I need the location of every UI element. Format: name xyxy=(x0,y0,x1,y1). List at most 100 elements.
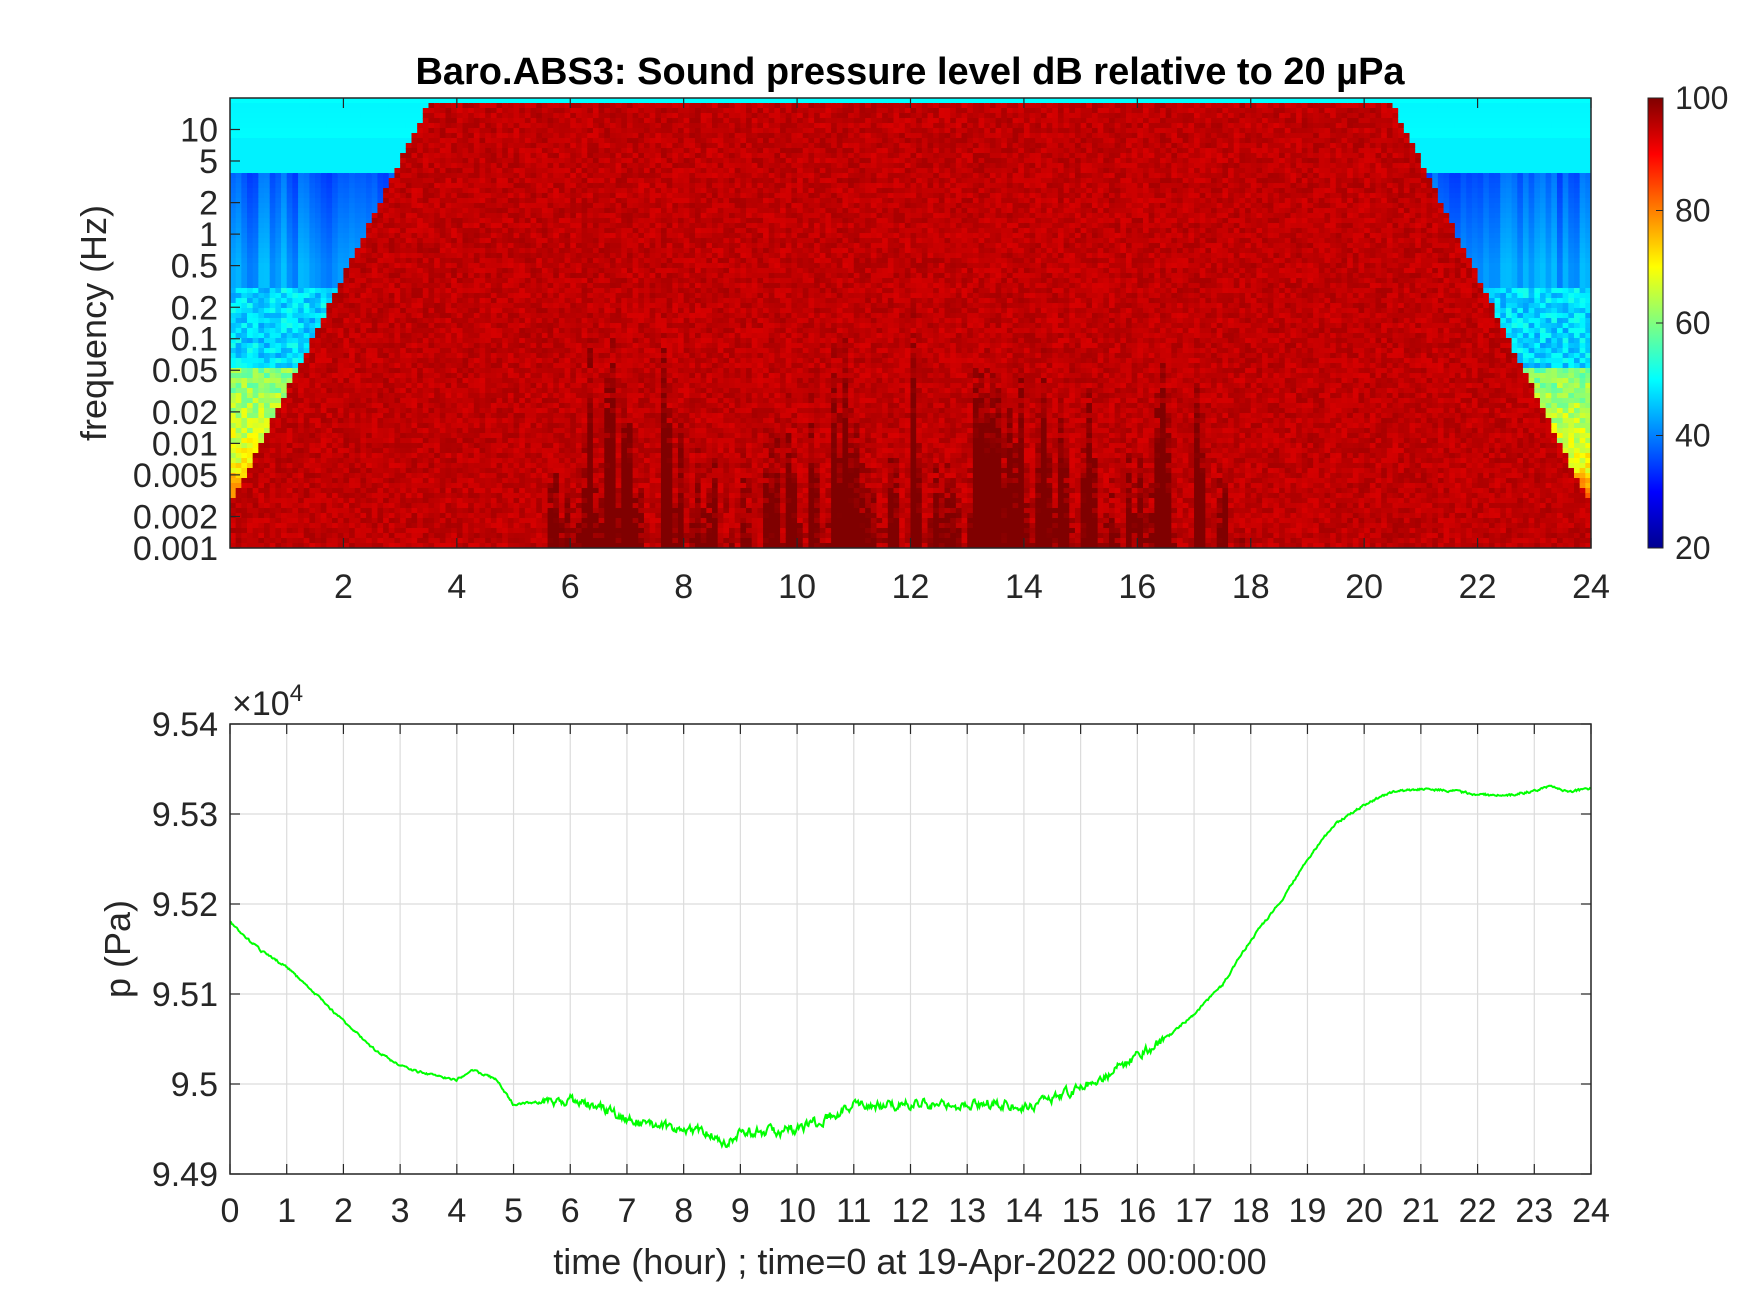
heatmap-cell xyxy=(366,343,372,349)
heatmap-cell xyxy=(338,163,344,169)
heatmap-cell xyxy=(321,128,327,134)
heatmap-cell xyxy=(434,408,440,414)
heatmap-cell xyxy=(445,358,451,364)
heatmap-cell xyxy=(264,203,270,209)
heatmap-cell xyxy=(411,138,417,144)
heatmap-cell xyxy=(542,153,548,159)
heatmap-cell xyxy=(417,383,423,389)
heatmap-cell xyxy=(508,313,514,319)
heatmap-cell xyxy=(497,368,503,374)
heatmap-cell xyxy=(377,393,383,399)
heatmap-cell xyxy=(531,213,537,219)
heatmap-cell xyxy=(417,358,423,364)
heatmap-cell xyxy=(536,483,542,489)
heatmap-cell xyxy=(315,213,321,219)
heatmap-cell xyxy=(304,138,310,144)
heatmap-cell xyxy=(355,478,361,484)
heatmap-cell xyxy=(434,348,440,354)
heatmap-cell xyxy=(298,403,304,409)
heatmap-cell xyxy=(241,123,247,129)
heatmap-cell xyxy=(406,423,412,429)
heatmap-cell xyxy=(321,168,327,174)
heatmap-cell xyxy=(468,408,474,414)
heatmap-cell xyxy=(332,293,338,299)
heatmap-cell xyxy=(253,363,259,369)
heatmap-cell xyxy=(468,298,474,304)
heatmap-cell xyxy=(497,353,503,359)
heatmap-cell xyxy=(292,133,298,139)
heatmap-cell xyxy=(463,423,469,429)
heatmap-cell xyxy=(315,198,321,204)
heatmap-cell xyxy=(508,348,514,354)
heatmap-cell xyxy=(292,483,298,489)
heatmap-cell xyxy=(298,398,304,404)
heatmap-cell xyxy=(292,348,298,354)
heatmap-cell xyxy=(536,533,542,539)
heatmap-cell xyxy=(309,493,315,499)
heatmap-cell xyxy=(514,533,520,539)
heatmap-cell xyxy=(531,223,537,229)
heatmap-cell xyxy=(423,218,429,224)
heatmap-cell xyxy=(417,163,423,169)
heatmap-cell xyxy=(236,138,242,144)
heatmap-cell xyxy=(366,518,372,524)
heatmap-cell xyxy=(519,268,525,274)
heatmap-cell xyxy=(519,483,525,489)
heatmap-cell xyxy=(343,243,349,249)
heatmap-cell xyxy=(241,313,247,319)
heatmap-cell xyxy=(394,273,400,279)
heatmap-cell xyxy=(304,258,310,264)
heatmap-cell xyxy=(264,293,270,299)
heatmap-cell xyxy=(258,233,264,239)
heatmap-cell xyxy=(321,258,327,264)
heatmap-cell xyxy=(480,428,486,434)
heatmap-cell xyxy=(332,513,338,519)
heatmap-cell xyxy=(241,363,247,369)
heatmap-cell xyxy=(480,143,486,149)
heatmap-cell xyxy=(485,188,491,194)
heatmap-cell xyxy=(247,508,253,514)
heatmap-cell xyxy=(519,498,525,504)
heatmap-cell xyxy=(463,408,469,414)
heatmap-cell xyxy=(298,448,304,454)
heatmap-cell xyxy=(230,133,236,139)
heatmap-cell xyxy=(326,423,332,429)
heatmap-cell xyxy=(264,288,270,294)
heatmap-cell xyxy=(253,373,259,379)
heatmap-cell xyxy=(474,193,480,199)
heatmap-cell xyxy=(275,478,281,484)
heatmap-cell xyxy=(275,218,281,224)
heatmap-cell xyxy=(468,133,474,139)
heatmap-cell xyxy=(480,513,486,519)
heatmap-cell xyxy=(377,323,383,329)
heatmap-cell xyxy=(474,393,480,399)
heatmap-cell xyxy=(514,513,520,519)
heatmap-cell xyxy=(270,168,276,174)
heatmap-cell xyxy=(497,493,503,499)
heatmap-cell xyxy=(270,468,276,474)
heatmap-cell xyxy=(360,488,366,494)
heatmap-cell xyxy=(321,448,327,454)
heatmap-cell xyxy=(355,498,361,504)
heatmap-cell xyxy=(497,443,503,449)
heatmap-cell xyxy=(264,458,270,464)
heatmap-cell xyxy=(502,423,508,429)
heatmap-cell xyxy=(394,278,400,284)
heatmap-cell xyxy=(480,163,486,169)
heatmap-cell xyxy=(423,248,429,254)
heatmap-cell xyxy=(463,288,469,294)
heatmap-cell xyxy=(264,378,270,384)
heatmap-cell xyxy=(428,338,434,344)
heatmap-cell xyxy=(360,538,366,544)
heatmap-cell xyxy=(349,383,355,389)
heatmap-cell xyxy=(298,128,304,134)
heatmap-cell xyxy=(315,288,321,294)
heatmap-cell xyxy=(525,303,531,309)
heatmap-cell xyxy=(230,463,236,469)
heatmap-cell xyxy=(372,313,378,319)
heatmap-cell xyxy=(241,343,247,349)
heatmap-cell xyxy=(406,258,412,264)
heatmap-cell xyxy=(531,133,537,139)
heatmap-cell xyxy=(497,158,503,164)
heatmap-cell xyxy=(292,248,298,254)
